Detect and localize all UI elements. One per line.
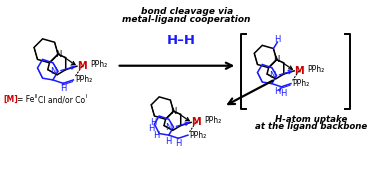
Text: M: M (294, 66, 304, 76)
Text: II: II (34, 94, 37, 99)
Text: M: M (191, 117, 201, 127)
Text: N: N (170, 107, 177, 116)
Text: H: H (274, 35, 280, 44)
Text: N: N (273, 55, 280, 64)
Text: bond cleavage via: bond cleavage via (141, 7, 233, 16)
Text: M: M (77, 61, 87, 71)
Text: H: H (166, 137, 172, 146)
Text: N: N (50, 67, 56, 76)
Text: H: H (175, 139, 181, 148)
Text: H: H (60, 84, 67, 93)
Text: H: H (150, 118, 156, 127)
Text: PPh₂: PPh₂ (75, 75, 92, 84)
Text: H–H: H–H (166, 34, 195, 47)
Text: I: I (85, 94, 87, 99)
Text: H: H (274, 87, 280, 96)
Text: N: N (269, 71, 275, 80)
Text: metal-ligand cooperation: metal-ligand cooperation (122, 15, 251, 23)
Text: PPh₂: PPh₂ (90, 60, 108, 69)
Text: PPh₂: PPh₂ (307, 65, 324, 74)
Text: at the ligand backbone: at the ligand backbone (255, 122, 367, 131)
Text: N: N (166, 123, 172, 132)
Text: = Fe: = Fe (17, 95, 35, 104)
Text: H-atom uptake: H-atom uptake (275, 115, 347, 124)
Text: PPh₂: PPh₂ (293, 79, 310, 88)
Text: Cl and/or Co: Cl and/or Co (38, 95, 85, 104)
Text: H: H (153, 131, 159, 140)
Text: N: N (55, 50, 61, 59)
Text: H: H (280, 89, 287, 98)
Text: PPh₂: PPh₂ (204, 116, 221, 125)
Text: H: H (148, 124, 155, 133)
Text: [M]: [M] (3, 95, 18, 104)
Text: PPh₂: PPh₂ (189, 131, 207, 140)
